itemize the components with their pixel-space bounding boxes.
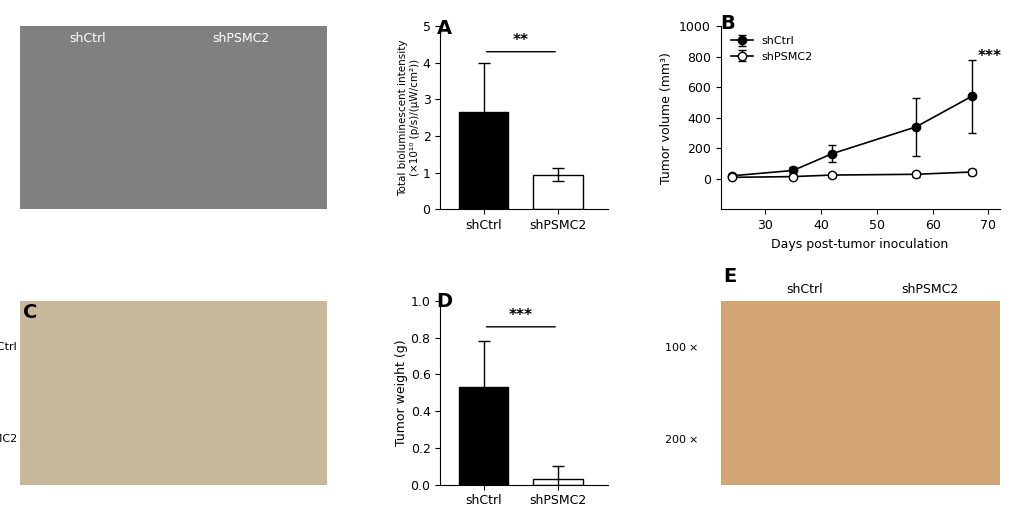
Text: ***: ***: [976, 49, 1001, 64]
Bar: [459, 387, 507, 485]
Bar: [533, 175, 582, 209]
Legend: shCtrl, shPSMC2: shCtrl, shPSMC2: [726, 32, 816, 66]
Text: shCtrl: shCtrl: [786, 282, 822, 295]
Y-axis label: Tumor volume (mm³): Tumor volume (mm³): [660, 52, 673, 184]
Text: C: C: [23, 303, 38, 322]
Y-axis label: Total bioluminescent intensity
(×10¹⁰ (p/s)/(μW/cm²)): Total bioluminescent intensity (×10¹⁰ (p…: [397, 40, 420, 196]
Text: shCtrl: shCtrl: [69, 32, 106, 45]
Text: 200 $\times$: 200 $\times$: [663, 432, 698, 445]
Text: D: D: [436, 292, 452, 311]
Text: shCtrl: shCtrl: [0, 342, 17, 352]
Text: ***: ***: [508, 308, 532, 323]
Text: **: **: [513, 33, 528, 48]
Text: shPSMC2: shPSMC2: [213, 32, 270, 45]
Bar: [533, 479, 582, 485]
X-axis label: Days post-tumor inoculation: Days post-tumor inoculation: [770, 238, 948, 251]
Text: E: E: [722, 267, 736, 287]
Text: shPSMC2: shPSMC2: [0, 433, 17, 444]
Text: 100 $\times$: 100 $\times$: [663, 341, 698, 353]
Text: shPSMC2: shPSMC2: [901, 282, 958, 295]
Text: A: A: [436, 19, 451, 38]
Text: B: B: [719, 14, 735, 33]
Y-axis label: Tumor weight (g): Tumor weight (g): [394, 340, 408, 446]
Bar: [459, 112, 507, 209]
